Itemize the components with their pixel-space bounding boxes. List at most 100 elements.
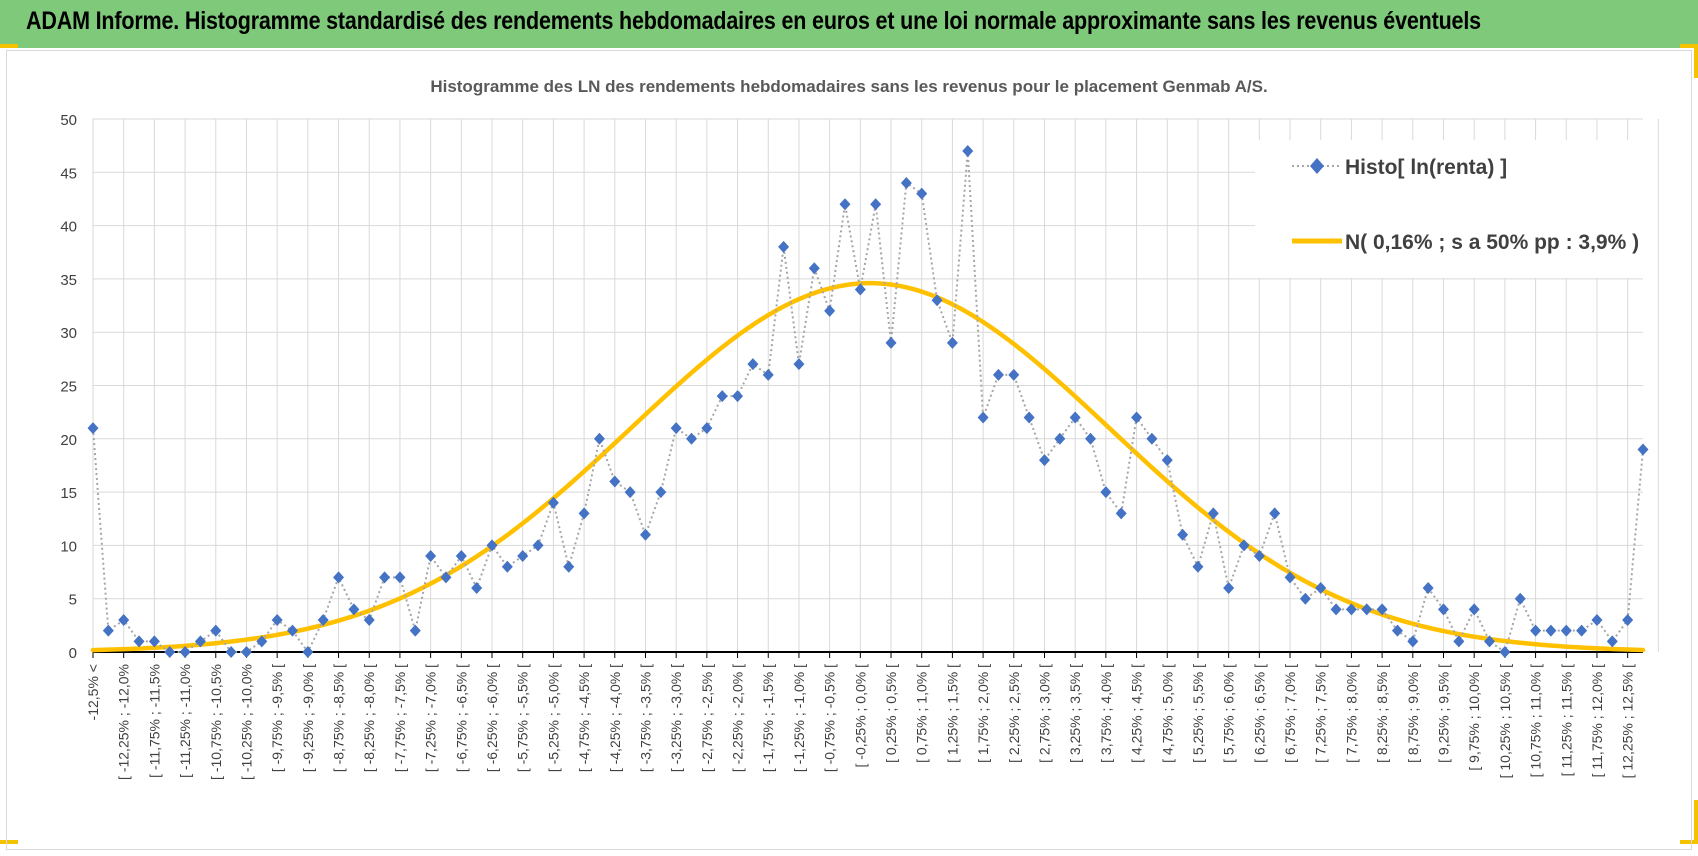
x-tick-label: [ 3,25% ; 3,5% [ (1067, 664, 1083, 763)
histo-point (578, 507, 590, 520)
x-tick-label: [ 3,75% ; 4,0% [ (1098, 664, 1114, 763)
y-tick-label: 30 (60, 325, 77, 342)
legend: Histo[ ln(renta) ] N( 0,16% ; s a 50% pp… (1255, 140, 1645, 278)
x-tick-label: [ 9,75% ; 10,0% [ (1466, 664, 1482, 771)
histo-point (593, 432, 605, 445)
histo-point (1437, 603, 1449, 616)
x-tick-label: [ -0,25% ; 0,0% [ (852, 664, 868, 768)
histo-point (1391, 624, 1403, 637)
histo-point (732, 390, 744, 403)
histo-point (440, 571, 452, 584)
corner-accent-top-left (0, 44, 18, 48)
histo-point (317, 614, 329, 627)
histo-point (379, 571, 391, 584)
x-tick-label: [ -11,75% ; -11,5% (146, 664, 162, 778)
histo-point (1453, 635, 1465, 648)
y-tick-label: 45 (60, 165, 77, 182)
x-tick-label: [ 9,25% ; 9,5% [ (1435, 664, 1451, 763)
x-tick-label: [ -2,75% ; -2,5% [ (699, 664, 715, 772)
histo-point (931, 294, 943, 307)
x-tick-label: [ -5,75% ; -5,5% [ (515, 664, 531, 772)
x-tick-label: [ 10,75% ; 11,0% [ (1528, 664, 1544, 777)
histo-point (1591, 614, 1603, 627)
y-axis: 0 5 10 15 20 25 30 35 40 45 50 (60, 112, 77, 662)
histo-point (839, 198, 851, 211)
histo-point (992, 368, 1004, 381)
x-tick-label: [ 7,25% ; 7,5% [ (1313, 664, 1329, 763)
histo-point (1192, 560, 1204, 573)
histo-point (1545, 624, 1557, 637)
x-tick-label: [ 8,25% ; 8,5% [ (1374, 664, 1390, 763)
histo-point (1530, 624, 1542, 637)
histo-point (225, 646, 237, 658)
histo-point (1269, 507, 1281, 520)
histo-point (148, 635, 160, 648)
histo-point (1207, 507, 1219, 520)
x-tick-label: [ -3,25% ; -3,0% [ (668, 664, 684, 772)
histo-point (133, 635, 145, 648)
x-tick-label: [ -7,75% ; -7,5% [ (392, 664, 408, 772)
histo-point (563, 560, 575, 573)
x-tick-label: [ 0,25% ; 0,5% [ (883, 664, 899, 763)
y-tick-label: 25 (60, 379, 77, 396)
histo-point (701, 422, 713, 435)
x-tick-label: [ -11,25% ; -11,0% (177, 664, 193, 778)
histo-point (1161, 454, 1173, 467)
histo-point (793, 358, 805, 371)
histo-point (471, 582, 483, 595)
histo-point (194, 635, 206, 648)
legend-histo-label: Histo[ ln(renta) ] (1345, 156, 1507, 179)
histo-point (962, 144, 974, 157)
x-tick-label: [ 11,25% ; 11,5% [ (1558, 664, 1574, 776)
histo-point (532, 539, 544, 552)
x-tick-label: [ -9,25% ; -9,0% [ (300, 664, 316, 772)
corner-accent-right-bottom (1694, 800, 1698, 840)
histo-point (1622, 614, 1634, 627)
histo-point (409, 624, 421, 637)
x-tick-label: [ 10,25% ; 10,5% [ (1497, 664, 1513, 779)
x-tick-label: [ -10,25% ; -10,0% (238, 664, 254, 780)
histo-point (1253, 550, 1265, 563)
histo-point (271, 614, 283, 627)
x-tick-label: [ -0,75% ; -0,5% [ (822, 664, 838, 772)
histo-point (102, 624, 114, 637)
histo-point (639, 528, 651, 541)
histo-point (1560, 624, 1572, 637)
legend-histo-marker (1310, 158, 1324, 174)
histo-point (1115, 507, 1127, 520)
histo-point (1085, 432, 1097, 445)
histo-point (747, 358, 759, 371)
page-title: ADAM Informe. Histogramme standardisé de… (26, 7, 1481, 35)
x-tick-label: [ 8,75% ; 9,0% [ (1405, 664, 1421, 763)
histo-point (1054, 432, 1066, 445)
corner-accent-top-right (1680, 44, 1698, 48)
histo-point (501, 560, 513, 573)
histo-point (762, 368, 774, 381)
histo-point (624, 486, 636, 499)
chart-frame (6, 50, 1692, 850)
histo-point (1131, 411, 1143, 424)
histo-point (1361, 603, 1373, 616)
x-tick-label: [ -10,75% ; -10,5% (208, 664, 224, 780)
x-tick-label: [ 0,75% ; 1,0% [ (914, 664, 930, 763)
histo-point (287, 624, 299, 637)
x-tick-label: [ 11,75% ; 12,0% [ (1589, 664, 1605, 777)
corner-accent-bottom-right (1680, 840, 1698, 844)
histo-point (1499, 646, 1511, 658)
histo-point (517, 550, 529, 563)
histo-point (256, 635, 268, 648)
x-tick-label: [ 6,25% ; 6,5% [ (1251, 664, 1267, 763)
histo-line (92, 150, 1644, 654)
y-tick-label: 50 (60, 112, 77, 129)
gridlines (92, 118, 1659, 653)
histo-point (870, 198, 882, 211)
histo-point (118, 614, 130, 627)
x-tick-label: [ -1,25% ; -1,0% [ (791, 664, 807, 772)
x-tick-label: [ 5,25% ; 5,5% [ (1190, 664, 1206, 763)
x-tick-label: [ 7,75% ; 8,0% [ (1343, 664, 1359, 763)
histo-point (655, 486, 667, 499)
histo-point (1484, 635, 1496, 648)
histo-point (686, 432, 698, 445)
normal-curve-series (90, 280, 1646, 653)
